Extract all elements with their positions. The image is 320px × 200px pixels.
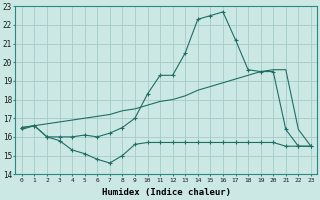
X-axis label: Humidex (Indice chaleur): Humidex (Indice chaleur) xyxy=(102,188,231,197)
